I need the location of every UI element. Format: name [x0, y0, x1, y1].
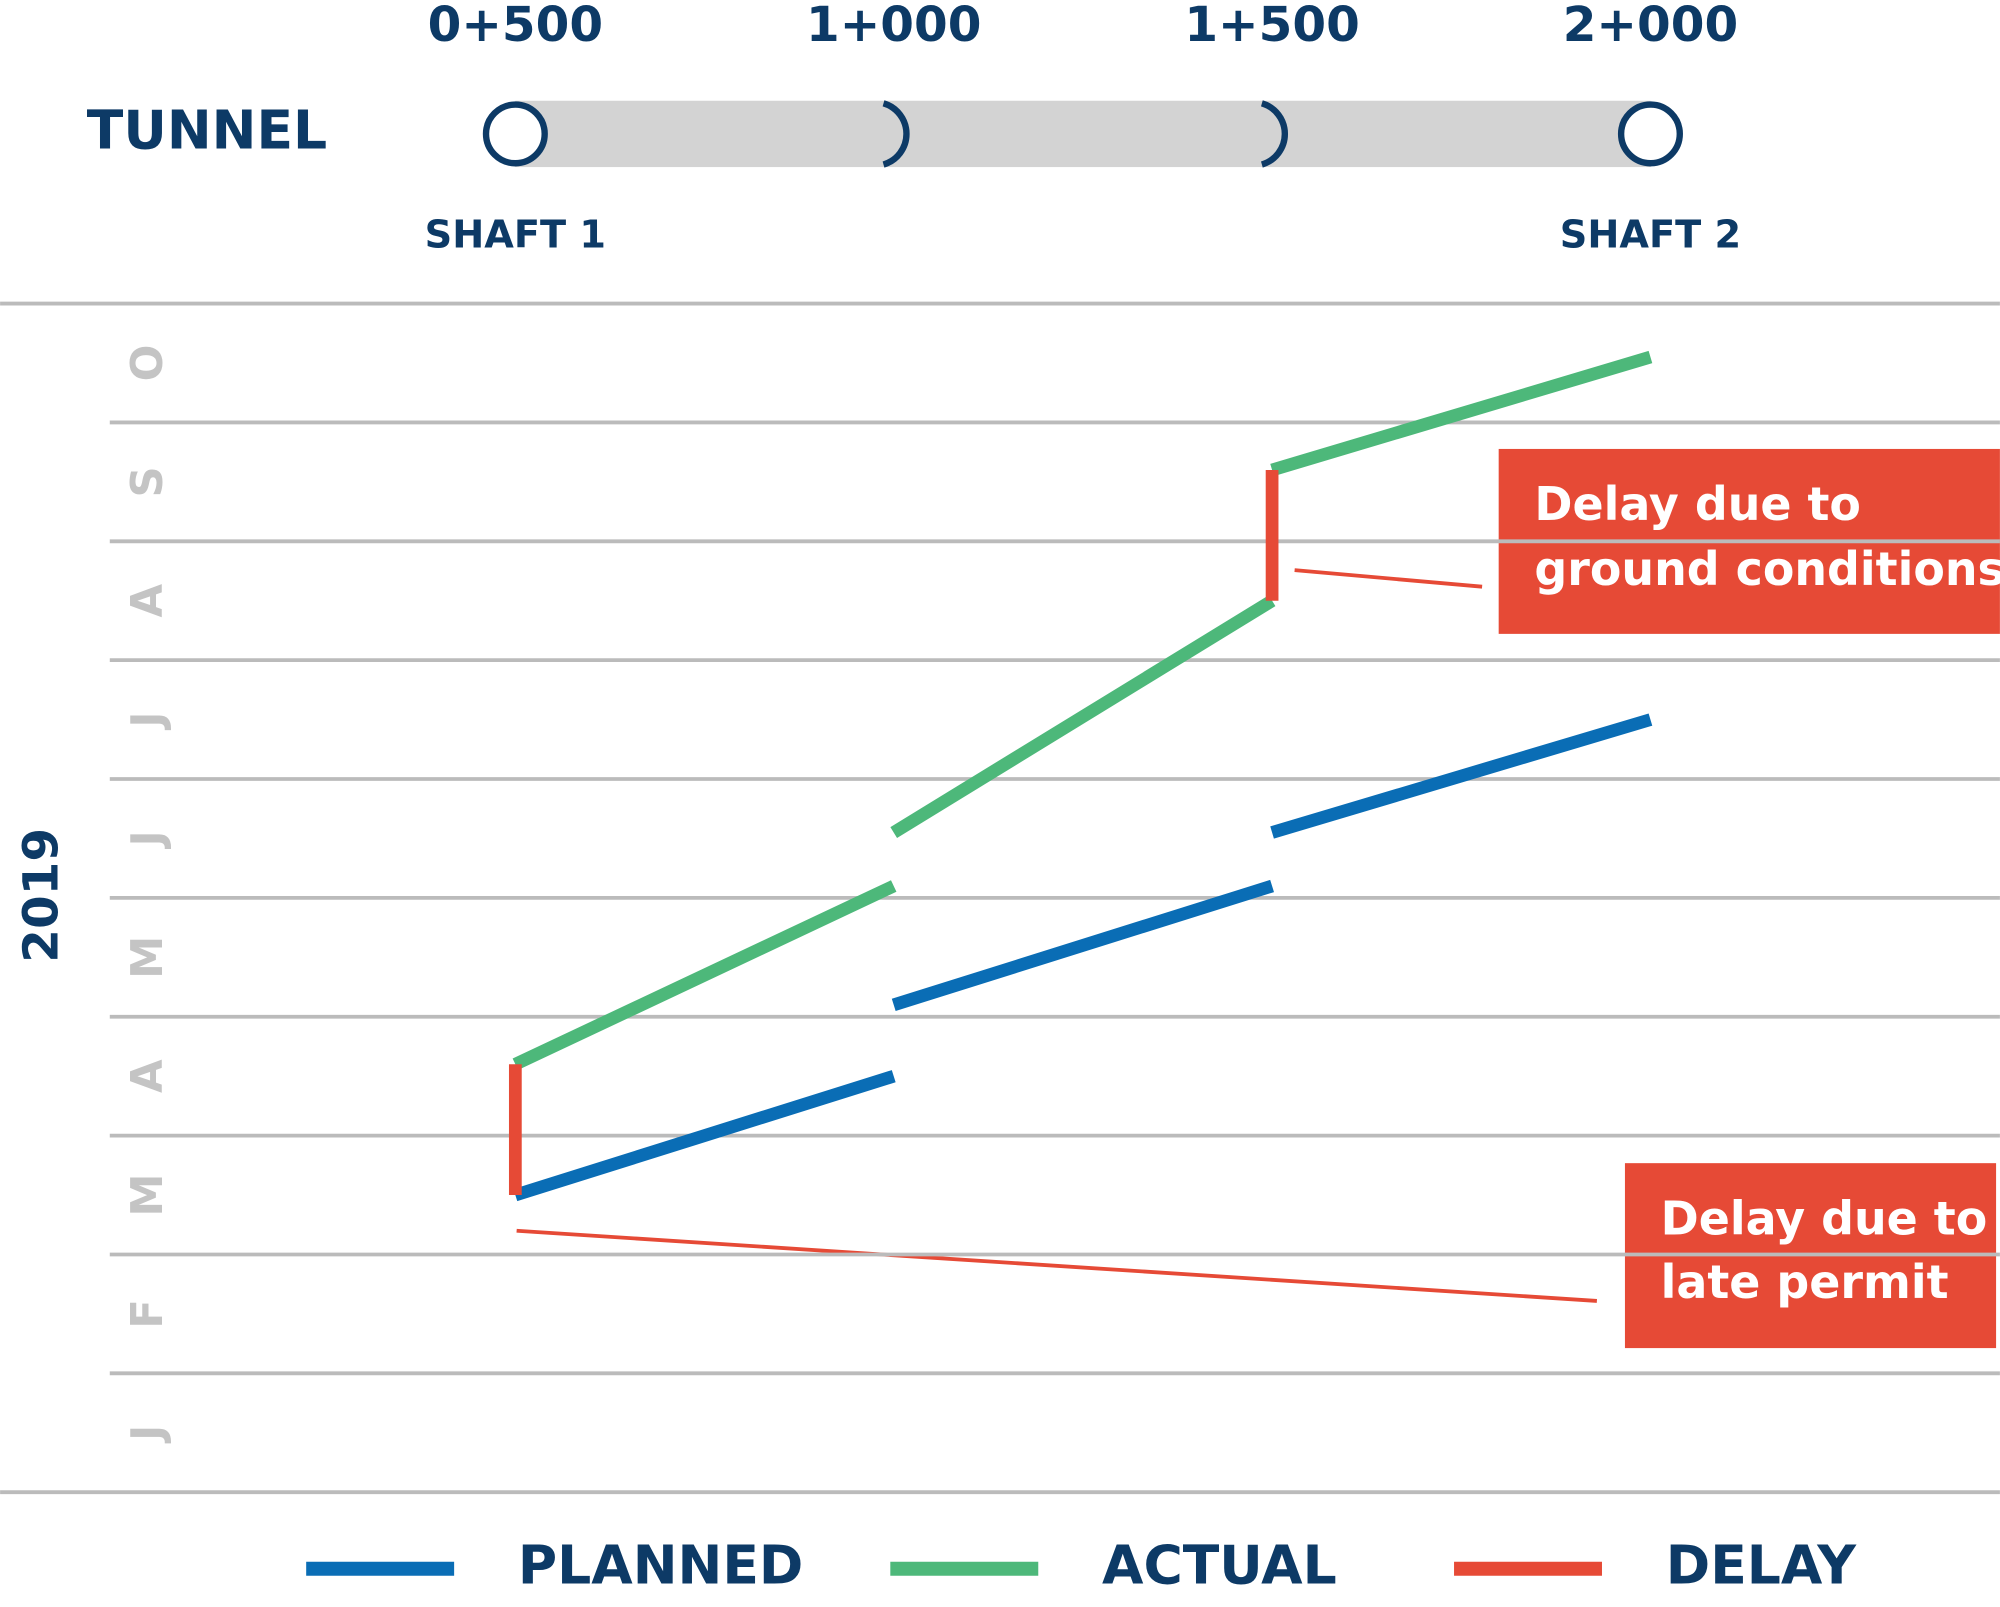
y-tick-label: O — [123, 345, 173, 382]
x-tick-label: 0+500 — [428, 0, 603, 53]
annotation-text: Delay due to — [1534, 477, 1861, 531]
y-tick-label: J — [123, 712, 173, 731]
series-line — [512, 350, 1653, 1071]
leader-line — [516, 1228, 1598, 1303]
y-tick-label: J — [123, 830, 173, 849]
x-tick-label: 1+000 — [806, 0, 981, 53]
x-tick-label: 2+000 — [1563, 0, 1738, 53]
y-tick-label: M — [123, 1173, 173, 1216]
series-line — [508, 469, 1279, 1196]
start-label: SHAFT 1 — [425, 213, 606, 258]
legend-label: ACTUAL — [1102, 1533, 1337, 1596]
y-axis-label: 2019 — [14, 828, 70, 963]
annotation-text: late permit — [1661, 1255, 1949, 1309]
y-tick-label: S — [123, 466, 173, 497]
header-label: TUNNEL — [87, 99, 327, 162]
y-tick-label: J — [123, 1425, 173, 1444]
x-tick-label: 1+500 — [1184, 0, 1359, 53]
tunnel-bar — [515, 100, 1651, 168]
legend-label: DELAY — [1666, 1533, 1857, 1596]
series-line — [513, 713, 1653, 1202]
y-tick-label: A — [123, 583, 173, 617]
end-label: SHAFT 2 — [1560, 213, 1741, 258]
y-tick-label: F — [123, 1299, 173, 1329]
x-tick-mark — [482, 101, 548, 167]
y-tick-label: M — [123, 936, 173, 979]
x-tick-mark — [1617, 101, 1683, 167]
x-tick-mark — [882, 100, 910, 168]
annotation-text: Delay due to — [1661, 1191, 1988, 1245]
legend-label: PLANNED — [518, 1533, 803, 1596]
leader-line — [1294, 568, 1483, 589]
x-tick-mark — [1260, 100, 1289, 168]
y-tick-label: A — [123, 1059, 173, 1093]
annotation-text: ground conditions — [1534, 542, 2000, 596]
